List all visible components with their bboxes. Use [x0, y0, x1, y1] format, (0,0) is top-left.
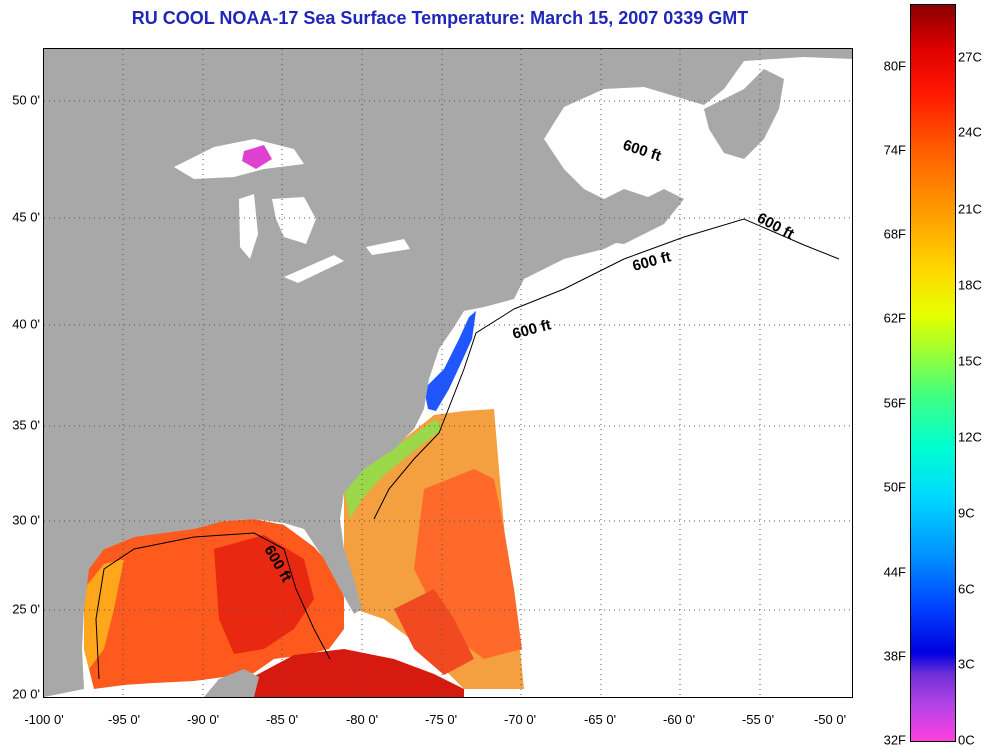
colorbar-c-label: 24C [958, 124, 982, 140]
lake-ontario [366, 239, 410, 255]
colorbar-c-label: 0C [958, 732, 975, 748]
sst-coastal-band [344, 419, 442, 519]
sst-mid-atlantic-cold [424, 311, 476, 411]
temperature-colorbar [910, 4, 956, 742]
y-tick-label: 30 0' [12, 512, 40, 528]
x-tick-label: -75 0' [424, 712, 458, 727]
colorbar-c-label: 21C [958, 201, 982, 217]
y-tick-label: 45 0' [12, 209, 40, 225]
y-tick-label: 40 0' [12, 316, 40, 332]
lake-erie [284, 255, 344, 283]
x-tick-label: -65 0' [583, 712, 617, 727]
y-tick-label: 20 0' [12, 686, 40, 702]
x-tick-label: -90 0' [186, 712, 220, 727]
st-lawrence-gulf [564, 94, 704, 167]
colorbar-c-label: 6C [958, 581, 975, 597]
colorbar-f-label: 62F [883, 310, 906, 326]
land-yucatan [204, 669, 259, 697]
x-tick-label: -50 0' [813, 712, 847, 727]
x-tick-label: -95 0' [107, 712, 141, 727]
x-tick-label: -55 0' [741, 712, 775, 727]
colorbar-f-label: 74F [883, 142, 906, 158]
y-tick-label: 50 0' [12, 92, 40, 108]
graticule [44, 49, 852, 697]
colorbar-f-label: 50F [883, 479, 906, 495]
land-nova-scotia [584, 189, 684, 244]
x-tick-label: -85 0' [265, 712, 299, 727]
lake-huron [272, 197, 316, 244]
colorbar-f-label: 44F [883, 564, 906, 580]
colorbar-c-label: 3C [958, 656, 975, 672]
colorbar-f-label: 68F [883, 226, 906, 242]
sst-gulf-west-warm [84, 559, 124, 669]
x-tick-label: -60 0' [662, 712, 696, 727]
colorbar-f-label: 32F [883, 732, 906, 748]
sst-map[interactable]: 600 ft 600 ft 600 ft 600 ft 600 ft [43, 48, 853, 698]
y-tick-label: 35 0' [12, 417, 40, 433]
colorbar-f-label: 80F [883, 58, 906, 74]
sst-caribbean [244, 649, 464, 697]
lake-michigan [239, 194, 258, 259]
y-tick-label: 25 0' [12, 601, 40, 617]
colorbar-c-label: 27C [958, 49, 982, 65]
x-tick-label: -80 0' [345, 712, 379, 727]
colorbar-c-label: 9C [958, 505, 975, 521]
map-canvas: 600 ft 600 ft 600 ft 600 ft 600 ft [44, 49, 852, 697]
isobath-600ft-atlantic [373, 218, 840, 520]
x-tick-label: -70 0' [503, 712, 537, 727]
colorbar-c-label: 18C [958, 277, 982, 293]
land-newfoundland [704, 69, 784, 159]
colorbar-c-label: 12C [958, 429, 982, 445]
colorbar-f-label: 38F [883, 648, 906, 664]
colorbar-c-label: 15C [958, 353, 982, 369]
lake-superior-data [242, 145, 272, 169]
colorbar-f-label: 56F [883, 395, 906, 411]
x-tick-label: -100 0' [24, 712, 64, 727]
isobath-600ft-gulf [95, 532, 331, 680]
map-title: RU COOL NOAA-17 Sea Surface Temperature:… [131, 8, 749, 28]
lake-superior [174, 139, 304, 179]
